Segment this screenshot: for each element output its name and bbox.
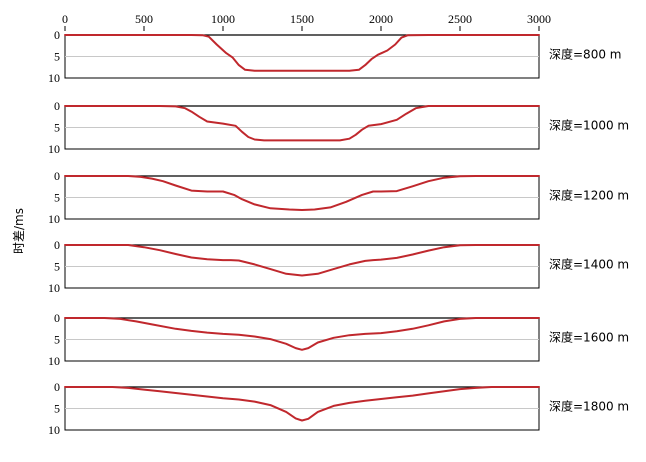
y-tick-label: 10 bbox=[48, 423, 60, 437]
y-tick-label: 5 bbox=[54, 50, 60, 64]
depth-panel: 0 5 10 深度=1400 m bbox=[48, 238, 629, 295]
y-tick-label: 5 bbox=[54, 191, 60, 205]
time-difference-curve bbox=[64, 244, 540, 277]
time-difference-curve bbox=[64, 105, 540, 142]
time-difference-curve bbox=[64, 386, 540, 422]
y-tick-label: 5 bbox=[54, 260, 60, 274]
time-difference-curve bbox=[64, 175, 540, 211]
x-tick-label: 0 bbox=[62, 12, 68, 26]
y-tick-label: 10 bbox=[48, 71, 60, 85]
y-tick-label: 10 bbox=[48, 212, 60, 226]
y-tick-label: 0 bbox=[54, 238, 60, 252]
depth-label: 深度=1800 m bbox=[549, 399, 629, 414]
x-tick-label: 1500 bbox=[290, 12, 314, 26]
y-tick-label: 10 bbox=[48, 142, 60, 156]
x-tick-label: 1000 bbox=[211, 12, 235, 26]
x-tick-label: 3000 bbox=[527, 12, 551, 26]
y-tick-label: 5 bbox=[54, 402, 60, 416]
depth-panel: 0 5 10 深度=1800 m bbox=[48, 380, 629, 437]
y-tick-label: 0 bbox=[54, 380, 60, 394]
depth-label: 深度=1400 m bbox=[549, 257, 629, 272]
y-tick-label: 0 bbox=[54, 169, 60, 183]
y-tick-label: 5 bbox=[54, 121, 60, 135]
depth-label: 深度=800 m bbox=[549, 47, 621, 62]
depth-panel: 0 5 10 深度=1200 m bbox=[48, 169, 629, 226]
x-tick-label: 500 bbox=[135, 12, 153, 26]
depth-panels: 0 5 10 深度=800 m 0 5 10 深度=1000 m 0 5 10 深度=1200 m 0 5… bbox=[48, 28, 629, 437]
time-difference-curve bbox=[64, 317, 540, 351]
x-tick-label: 2000 bbox=[369, 12, 393, 26]
y-axis-label: 时差/ms bbox=[12, 208, 26, 254]
depth-label: 深度=1200 m bbox=[549, 188, 629, 203]
y-tick-label: 0 bbox=[54, 99, 60, 113]
y-tick-label: 10 bbox=[48, 281, 60, 295]
time-difference-curve bbox=[64, 34, 540, 72]
depth-label: 深度=1600 m bbox=[549, 330, 629, 345]
top-x-axis: 0 500 1000 1500 2000 2500 3000 bbox=[62, 12, 551, 31]
depth-panel: 0 5 10 深度=800 m bbox=[48, 28, 621, 85]
x-tick-label: 2500 bbox=[448, 12, 472, 26]
y-tick-label: 0 bbox=[54, 28, 60, 42]
depth-panel: 0 5 10 深度=1000 m bbox=[48, 99, 629, 156]
depth-panel: 0 5 10 深度=1600 m bbox=[48, 311, 629, 368]
y-tick-label: 0 bbox=[54, 311, 60, 325]
depth-label: 深度=1000 m bbox=[549, 118, 629, 133]
y-tick-label: 10 bbox=[48, 354, 60, 368]
y-tick-label: 5 bbox=[54, 333, 60, 347]
